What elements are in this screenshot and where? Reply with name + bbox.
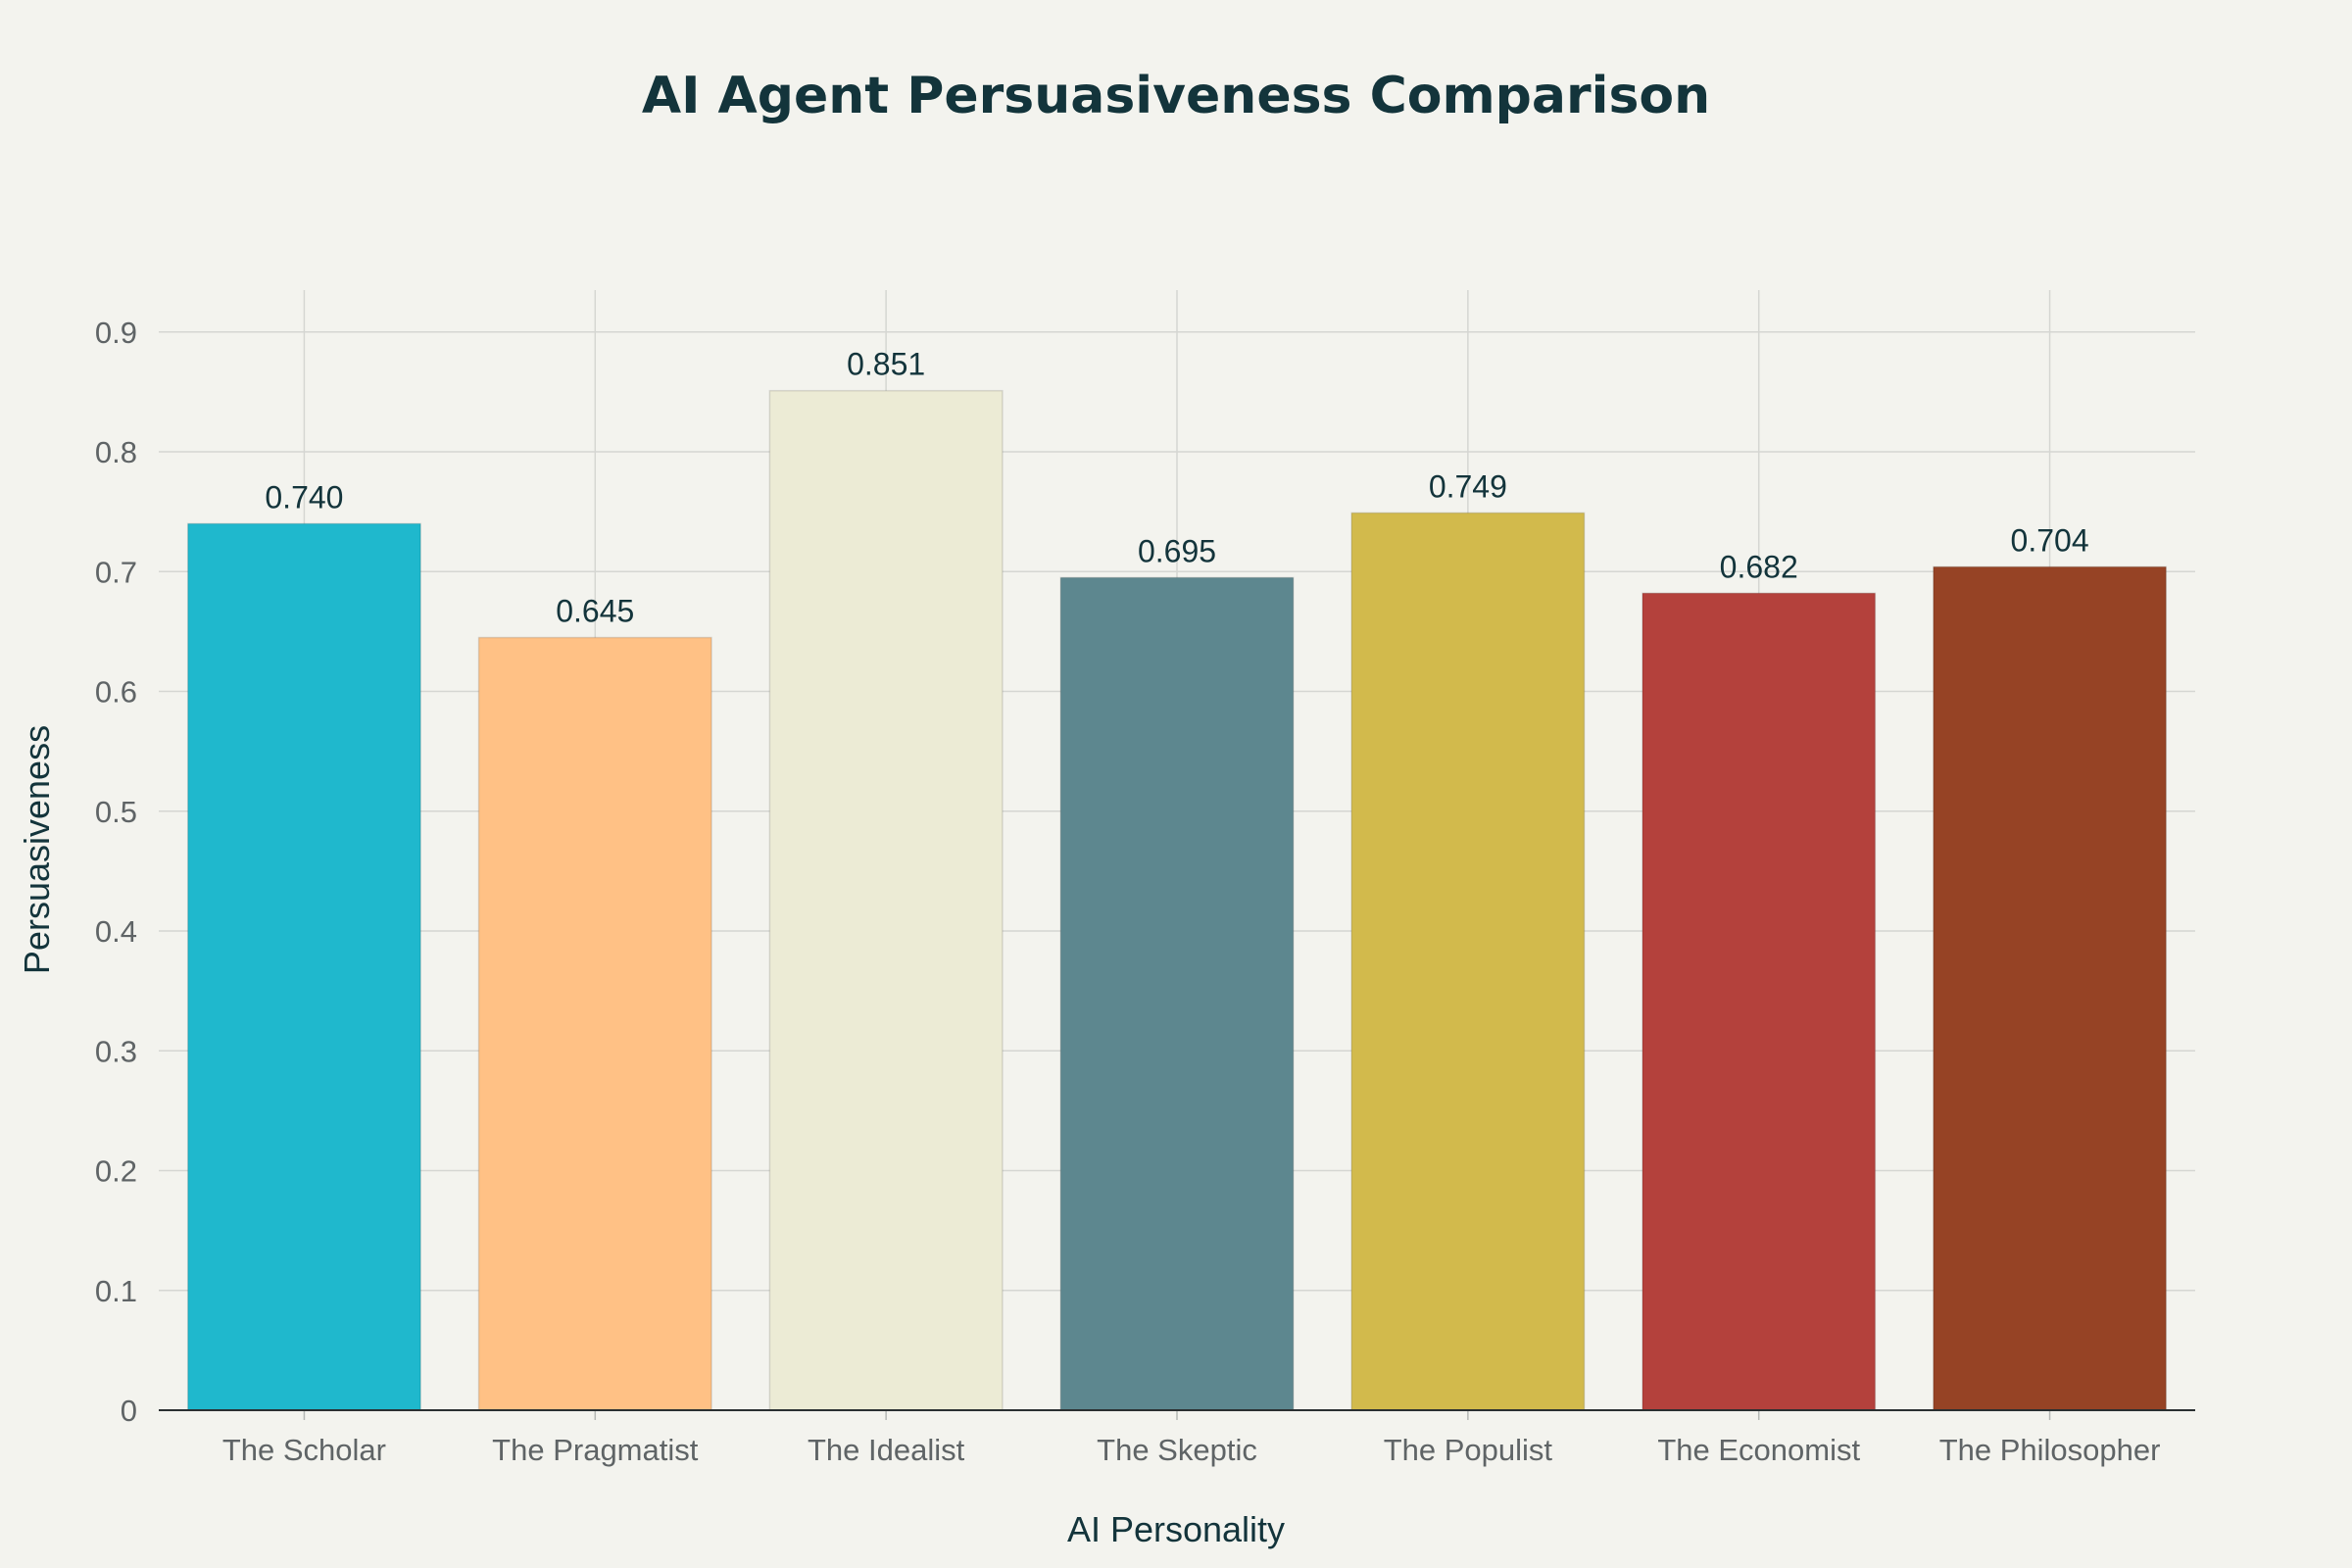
- y-tick-label: 0.6: [95, 675, 137, 710]
- x-tick-label: The Scholar: [222, 1433, 386, 1467]
- bar: [188, 523, 420, 1410]
- x-tick-label: The Idealist: [808, 1433, 965, 1467]
- data-label: 0.645: [556, 594, 634, 629]
- data-label: 0.682: [1720, 549, 1798, 584]
- axes: [159, 1410, 2195, 1420]
- x-axis-title: AI Personality: [1067, 1509, 1285, 1549]
- y-tick-label: 0.7: [95, 555, 137, 589]
- x-tick-label: The Economist: [1657, 1433, 1860, 1467]
- data-label: 0.704: [2011, 522, 2089, 558]
- data-label: 0.695: [1138, 533, 1216, 568]
- data-label: 0.749: [1429, 468, 1507, 504]
- y-tick-label: 0.1: [95, 1274, 137, 1308]
- y-tick-label: 0.2: [95, 1154, 137, 1189]
- x-tick-label: The Philosopher: [1939, 1433, 2161, 1467]
- y-axis-title: Persuasiveness: [17, 725, 57, 974]
- y-tick-label: 0.8: [95, 435, 137, 469]
- y-tick-label: 0: [121, 1394, 137, 1428]
- y-tick-label: 0.9: [95, 316, 137, 350]
- x-tick-label: The Populist: [1384, 1433, 1553, 1467]
- x-tick-label: The Skeptic: [1097, 1433, 1257, 1467]
- y-tick-label: 0.4: [95, 914, 137, 949]
- chart-title: AI Agent Persuasiveness Comparison: [642, 67, 1710, 125]
- bar: [479, 638, 711, 1410]
- bar: [769, 391, 1002, 1410]
- y-tick-label: 0.5: [95, 795, 137, 829]
- bar: [1351, 513, 1584, 1410]
- bar: [1934, 566, 2166, 1410]
- y-tick-label: 0.3: [95, 1034, 137, 1068]
- x-tick-label: The Pragmatist: [492, 1433, 699, 1467]
- bar: [1060, 577, 1293, 1410]
- data-label: 0.740: [265, 479, 343, 514]
- bar: [1642, 593, 1875, 1410]
- data-label: 0.851: [847, 347, 925, 382]
